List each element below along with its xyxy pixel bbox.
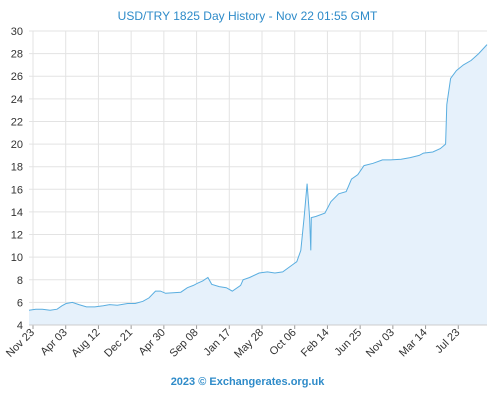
x-tick-label: Apr 03	[38, 327, 69, 358]
x-tick-label: Jan 17	[202, 327, 234, 359]
series-area	[29, 44, 487, 325]
y-tick-label: 28	[11, 49, 23, 61]
x-tick-label: Nov 03	[364, 327, 397, 360]
y-tick-label: 26	[11, 71, 23, 83]
y-tick-label: 14	[11, 207, 23, 219]
y-tick-label: 4	[17, 320, 23, 332]
copyright-footer[interactable]: 2023 © Exchangerates.org.uk	[170, 376, 325, 388]
y-tick-label: 24	[11, 94, 23, 106]
y-tick-label: 22	[11, 116, 23, 128]
y-tick-label: 30	[11, 26, 23, 38]
y-tick-label: 10	[11, 252, 23, 264]
y-tick-label: 16	[11, 184, 23, 196]
series-line	[28, 44, 488, 311]
y-axis: 4 6 8 10 12 14 16 18 20 22 24 26 28 30	[11, 26, 23, 332]
x-tick-label: Sep 08	[168, 327, 201, 360]
x-tick-label: Mar 14	[397, 327, 430, 360]
x-tick-label: Apr 30	[137, 327, 168, 358]
x-tick-label: Oct 06	[267, 327, 298, 358]
x-tick-label: Aug 12	[69, 327, 102, 360]
chart-title: USD/TRY 1825 Day History - Nov 22 01:55 …	[117, 9, 378, 23]
x-tick-label: Feb 14	[299, 327, 332, 360]
x-axis: Nov 23 Apr 03 Aug 12 Dec 21 Apr 30 Sep 08 Jan …	[4, 324, 487, 361]
x-tick-label: Jun 25	[332, 327, 364, 359]
x-tick-label: Jul 23	[433, 327, 462, 356]
x-tick-label: Dec 21	[102, 327, 135, 360]
y-tick-label: 6	[17, 297, 23, 309]
x-tick-label: May 28	[232, 327, 266, 361]
y-tick-label: 12	[11, 230, 23, 242]
y-tick-label: 8	[17, 275, 23, 287]
y-tick-label: 18	[11, 162, 23, 174]
y-tick-label: 20	[11, 139, 23, 151]
